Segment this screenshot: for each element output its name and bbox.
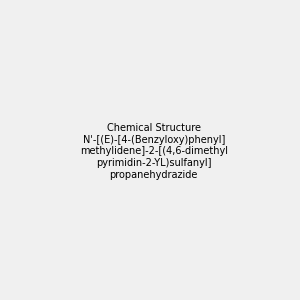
Text: Chemical Structure
N'-[(E)-[4-(Benzyloxy)phenyl]
methylidene]-2-[(4,6-dimethyl
p: Chemical Structure N'-[(E)-[4-(Benzyloxy…	[80, 123, 228, 180]
